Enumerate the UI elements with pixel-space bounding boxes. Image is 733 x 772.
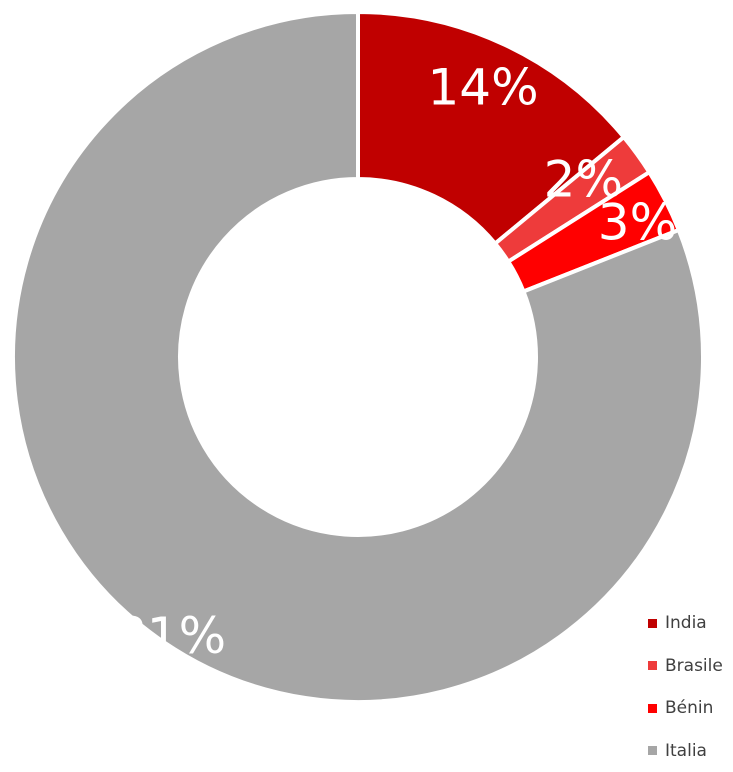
legend-label: India [665, 613, 707, 633]
legend-label: Bénin [665, 698, 713, 718]
legend-swatch [648, 661, 657, 670]
legend-item-bénin: Bénin [648, 687, 723, 730]
legend-label: Italia [665, 741, 707, 761]
legend-item-brasile: Brasile [648, 645, 723, 688]
legend-item-italia: Italia [648, 730, 723, 772]
legend-item-india: India [648, 602, 723, 645]
legend-swatch [648, 746, 657, 755]
legend-label: Brasile [665, 656, 723, 676]
slice-label-italia: 81% [115, 607, 226, 665]
chart-legend: India Brasile Bénin Italia [648, 602, 723, 772]
donut-slices [13, 12, 703, 702]
legend-swatch [648, 704, 657, 713]
slice-label-bénin: 3% [598, 193, 677, 251]
slice-label-india: 14% [428, 59, 539, 117]
legend-swatch [648, 619, 657, 628]
